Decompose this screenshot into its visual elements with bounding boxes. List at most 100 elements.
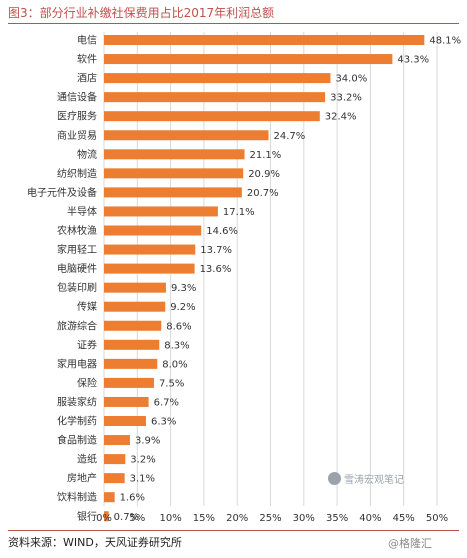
x-tick-label: 5%	[129, 513, 145, 524]
value-label: 43.3%	[397, 55, 429, 66]
value-label: 6.3%	[151, 417, 176, 428]
category-label: 银行	[77, 510, 97, 523]
bar	[104, 111, 320, 122]
bar	[104, 339, 160, 350]
x-tick-label: 30%	[293, 513, 315, 524]
value-label: 13.7%	[200, 245, 232, 256]
bar	[104, 244, 196, 255]
bar	[104, 92, 326, 103]
category-label: 饮料制造	[57, 491, 97, 504]
category-label: 通信设备	[57, 91, 97, 104]
category-label: 旅游综合	[57, 319, 97, 332]
bar	[104, 225, 202, 236]
category-label: 家用电器	[57, 357, 97, 370]
category-label: 电子元件及设备	[27, 186, 97, 199]
category-label: 传媒	[77, 301, 97, 313]
x-tick-labels: 0% 5% 10% 15% 20% 25% 30% 35% 40% 45% 50%	[96, 513, 448, 524]
bars	[104, 35, 425, 522]
bar	[104, 73, 331, 84]
value-label: 9.2%	[170, 302, 195, 313]
bar	[104, 301, 166, 312]
footer-divider	[8, 530, 459, 531]
value-label: 20.9%	[248, 169, 280, 180]
value-label: 6.7%	[154, 397, 179, 408]
value-label: 33.2%	[330, 93, 362, 104]
bar	[104, 454, 126, 465]
category-label: 医疗服务	[57, 110, 97, 123]
bar	[104, 187, 242, 198]
bar	[104, 320, 162, 331]
category-label: 包装印刷	[57, 281, 97, 294]
category-label: 化学制药	[57, 415, 97, 428]
value-label: 3.2%	[130, 455, 155, 466]
x-tick-label: 25%	[259, 513, 281, 524]
value-labels: 48.1%43.3% 34.0% 33.2% 32.4% 24.7% 21.1% 20.9%…	[114, 36, 461, 523]
category-label: 证券	[77, 338, 97, 351]
value-label: 0.7%	[114, 512, 139, 523]
value-label: 13.6%	[200, 264, 232, 275]
value-label: 32.4%	[325, 112, 357, 123]
category-label: 房地产	[67, 472, 97, 485]
category-label: 电脑硬件	[57, 262, 97, 275]
value-label: 14.6%	[206, 226, 238, 237]
value-label: 8.0%	[162, 359, 187, 370]
category-label: 家用轻工	[57, 243, 97, 256]
category-label: 商业贸易	[57, 129, 97, 142]
value-label: 1.6%	[120, 493, 145, 504]
bar	[104, 206, 218, 217]
source-note: 资料来源：WIND，天风证券研究所	[8, 536, 182, 549]
bar	[104, 396, 149, 407]
bar-chart: 电信软件酒店通信设备医疗服务商业贸易物流纺织制造电子元件及设备半导体农林牧渔家用…	[27, 32, 461, 524]
bar	[104, 435, 130, 446]
value-label: 20.7%	[247, 188, 279, 199]
bar	[104, 282, 166, 293]
category-label: 农林牧渔	[57, 224, 97, 237]
category-label: 半导体	[67, 205, 97, 218]
category-label: 食品制造	[57, 434, 97, 447]
value-label: 3.1%	[130, 474, 155, 485]
bar	[104, 149, 245, 160]
value-label: 8.3%	[164, 340, 189, 351]
category-label: 纺织制造	[57, 167, 97, 180]
wechat-icon	[328, 472, 341, 485]
bar	[104, 130, 269, 141]
value-label: 34.0%	[335, 74, 367, 85]
x-tick-label: 0%	[96, 513, 112, 524]
value-label: 3.9%	[135, 436, 160, 447]
title-divider	[8, 23, 459, 24]
x-tick-label: 15%	[193, 513, 215, 524]
watermark-corner: @格隆汇	[388, 537, 432, 550]
bar	[104, 358, 158, 369]
x-tick-label: 10%	[159, 513, 181, 524]
value-label: 7.5%	[159, 378, 184, 389]
category-label: 造纸	[77, 453, 97, 466]
category-label: 酒店	[77, 72, 97, 85]
value-label: 9.3%	[171, 283, 196, 294]
value-label: 8.6%	[166, 321, 191, 332]
bar	[104, 473, 125, 484]
bar	[104, 416, 146, 426]
bar	[104, 35, 425, 45]
x-tick-label: 35%	[326, 513, 348, 524]
value-label: 48.1%	[429, 36, 461, 47]
figure-title: 图3：部分行业补缴社保费用占比2017年利润总额	[8, 6, 275, 20]
x-tick-label: 50%	[426, 513, 448, 524]
value-label: 21.1%	[250, 150, 282, 161]
bar	[104, 168, 244, 179]
category-label: 保险	[77, 376, 97, 389]
x-tick-label: 20%	[226, 513, 248, 524]
category-labels: 电信软件酒店通信设备医疗服务商业贸易物流纺织制造电子元件及设备半导体农林牧渔家用…	[27, 34, 97, 523]
value-label: 17.1%	[223, 207, 255, 218]
watermark-badge-text: 雪涛宏观笔记	[344, 475, 404, 486]
x-tick-label: 45%	[393, 513, 415, 524]
bar	[104, 511, 109, 522]
bar	[104, 263, 195, 274]
bar	[104, 54, 393, 65]
category-label: 电信	[77, 34, 97, 47]
category-label: 物流	[77, 148, 97, 161]
x-tick-label: 40%	[359, 513, 381, 524]
grid-lines	[103, 32, 438, 506]
category-label: 软件	[77, 53, 97, 66]
bar	[104, 377, 154, 388]
watermark-badge: 雪涛宏观笔记	[328, 472, 453, 490]
